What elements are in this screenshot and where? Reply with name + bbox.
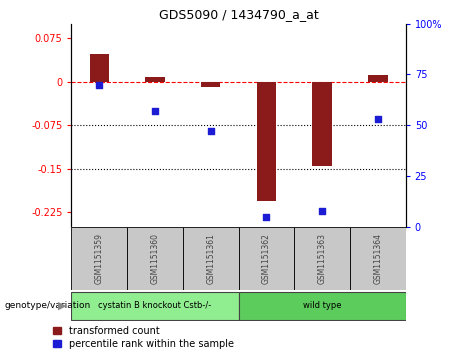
Point [207,129,214,134]
Bar [257,82,276,201]
Bar [71,227,127,290]
Bar [238,292,406,320]
Bar [201,82,220,87]
Title: GDS5090 / 1434790_a_at: GDS5090 / 1434790_a_at [159,8,319,21]
Bar [238,227,294,290]
Point [95,82,103,87]
Bar [183,227,238,290]
Bar [145,77,165,82]
Text: GSM1151360: GSM1151360 [150,233,160,284]
Text: wild type: wild type [303,301,342,310]
Bar [294,227,350,290]
Text: GSM1151363: GSM1151363 [318,233,327,284]
Bar [89,54,109,82]
Point [263,214,270,220]
Text: GSM1151364: GSM1151364 [373,233,382,284]
Bar [313,82,332,166]
Point [374,116,382,122]
Bar [127,227,183,290]
Bar [368,75,388,82]
Point [319,208,326,213]
Text: GSM1151361: GSM1151361 [206,233,215,284]
Text: genotype/variation: genotype/variation [5,301,91,310]
Text: cystatin B knockout Cstb-/-: cystatin B knockout Cstb-/- [98,301,212,310]
Text: ▶: ▶ [59,301,67,311]
Bar [71,292,239,320]
Text: GSM1151362: GSM1151362 [262,233,271,284]
Bar [350,227,406,290]
Point [151,108,159,114]
Legend: transformed count, percentile rank within the sample: transformed count, percentile rank withi… [53,326,234,349]
Text: GSM1151359: GSM1151359 [95,233,104,284]
